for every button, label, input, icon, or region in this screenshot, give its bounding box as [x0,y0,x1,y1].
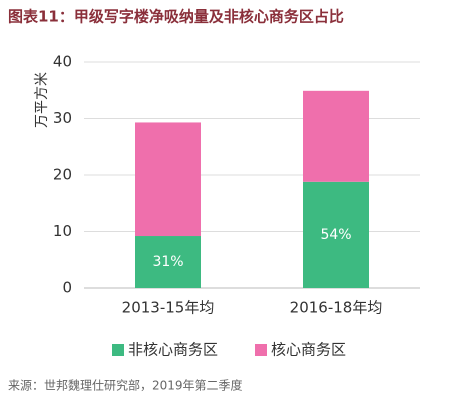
bar-segment [303,90,369,182]
legend-swatch [255,344,267,356]
source: 来源：世邦魏理仕研究部，2019年第二季度 [8,378,243,393]
bar-segment [303,181,369,288]
x-tick-label: 2016-18年均 [290,299,383,317]
legend-swatch [112,344,124,356]
y-tick-label: 40 [53,53,72,71]
y-tick-label: 0 [62,279,72,297]
y-tick-label: 30 [53,109,72,127]
y-axis-title: 万平方米 [34,72,50,128]
bar-segment [135,122,201,237]
chart-title: 图表11：甲级写字楼净吸纳量及非核心商务区占比 [8,8,344,26]
share-label: 31% [152,254,183,270]
share-label: 54% [320,227,351,243]
y-tick-label: 20 [53,166,72,184]
y-tick-label: 10 [53,222,72,240]
legend-label: 非核心商务区 [128,341,218,359]
bar-segment [135,236,201,288]
legend-label: 核心商务区 [271,341,346,359]
x-tick-label: 2013-15年均 [122,299,215,317]
